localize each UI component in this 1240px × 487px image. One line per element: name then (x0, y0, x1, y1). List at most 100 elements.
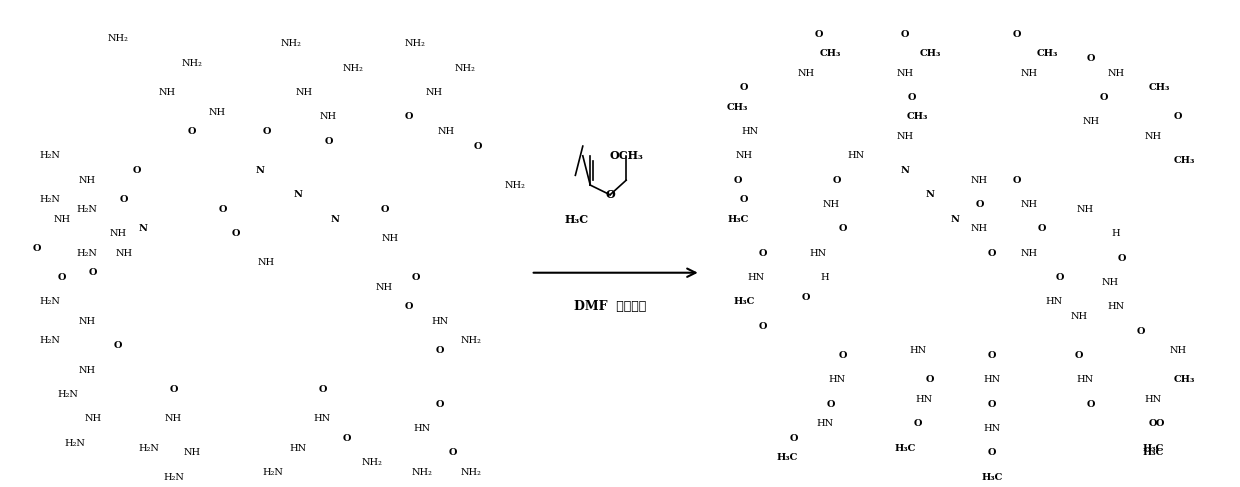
Text: O: O (802, 293, 810, 301)
Text: HN: HN (432, 317, 449, 326)
Text: O: O (901, 30, 909, 38)
Text: NH₂: NH₂ (362, 458, 382, 467)
Text: O: O (908, 93, 915, 102)
Text: H₂N: H₂N (58, 390, 78, 399)
Text: HN: HN (413, 424, 430, 433)
Text: O: O (58, 273, 66, 282)
Text: HN: HN (983, 375, 1001, 384)
Text: O: O (1118, 254, 1126, 262)
Text: HN: HN (314, 414, 331, 423)
Text: NH: NH (109, 229, 126, 238)
Text: O: O (436, 400, 444, 409)
Text: O: O (436, 346, 444, 355)
Text: O: O (827, 400, 835, 409)
Text: NH: NH (425, 88, 443, 97)
Text: N: N (950, 215, 960, 224)
Text: O: O (449, 449, 456, 457)
Text: O: O (1137, 327, 1145, 336)
Text: O: O (1174, 112, 1182, 121)
Text: N: N (925, 190, 935, 199)
Text: NH: NH (165, 414, 182, 423)
Text: O: O (474, 142, 481, 150)
Text: H₃C: H₃C (727, 215, 749, 224)
Text: O: O (740, 195, 748, 204)
Text: HN: HN (1107, 302, 1125, 311)
Text: O: O (914, 419, 921, 428)
Text: NH₂: NH₂ (182, 59, 202, 68)
Text: OCH₃: OCH₃ (609, 150, 644, 161)
Text: NH: NH (797, 69, 815, 77)
Text: NH: NH (971, 225, 988, 233)
Text: NH: NH (971, 176, 988, 185)
Text: CH₃: CH₃ (1173, 156, 1195, 165)
Text: HN: HN (748, 273, 765, 282)
Text: NH₂: NH₂ (461, 337, 481, 345)
Text: NH: NH (53, 215, 71, 224)
Text: O: O (1013, 176, 1021, 185)
Text: NH: NH (84, 414, 102, 423)
Text: O: O (1056, 273, 1064, 282)
Text: NH: NH (159, 88, 176, 97)
Text: CH₃: CH₃ (727, 103, 749, 112)
Text: NH: NH (115, 249, 133, 258)
Text: NH: NH (1021, 69, 1038, 77)
Text: NH: NH (1070, 312, 1087, 321)
Text: O: O (120, 195, 128, 204)
Text: NH: NH (376, 283, 393, 292)
Text: NH: NH (735, 151, 753, 160)
Text: H₃C: H₃C (733, 298, 755, 306)
Text: NH: NH (1083, 117, 1100, 126)
Text: H₂N: H₂N (40, 195, 60, 204)
Text: HN: HN (289, 444, 306, 452)
Text: NH: NH (1107, 69, 1125, 77)
Text: O: O (89, 268, 97, 277)
Text: O: O (412, 273, 419, 282)
Text: O: O (232, 229, 239, 238)
Text: O: O (1149, 419, 1157, 428)
Text: H: H (821, 273, 828, 282)
Text: NH₂: NH₂ (461, 468, 481, 477)
Text: NH: NH (320, 112, 337, 121)
Text: CH₃: CH₃ (919, 49, 941, 58)
Text: N: N (330, 215, 340, 224)
Text: NH: NH (78, 176, 95, 185)
Text: H₂N: H₂N (139, 444, 159, 452)
Text: NH: NH (184, 449, 201, 457)
Text: H₃C: H₃C (564, 214, 589, 225)
Text: NH: NH (382, 234, 399, 243)
Text: O: O (790, 434, 797, 443)
Text: HN: HN (1145, 395, 1162, 404)
Text: NH₂: NH₂ (455, 64, 475, 73)
Text: O: O (605, 189, 615, 200)
Text: NH: NH (438, 127, 455, 136)
Text: O: O (263, 127, 270, 136)
Text: O: O (740, 83, 748, 92)
Text: NH: NH (1101, 278, 1118, 287)
Text: O: O (405, 302, 413, 311)
Text: O: O (343, 434, 351, 443)
Text: O: O (815, 30, 822, 38)
Text: O: O (839, 225, 847, 233)
Text: O: O (976, 200, 983, 209)
Text: HN: HN (909, 346, 926, 355)
Text: HN: HN (1045, 298, 1063, 306)
Text: NH₂: NH₂ (281, 39, 301, 48)
Text: HN: HN (742, 127, 759, 136)
Text: O: O (114, 341, 122, 350)
Text: O: O (988, 351, 996, 360)
Text: O: O (988, 449, 996, 457)
Text: NH₂: NH₂ (505, 181, 525, 189)
Text: H₂N: H₂N (40, 298, 60, 306)
Text: O: O (1038, 225, 1045, 233)
Text: CH₃: CH₃ (1037, 49, 1059, 58)
Text: NH₂: NH₂ (108, 35, 128, 43)
Text: N: N (138, 225, 148, 233)
Text: H: H (1112, 229, 1120, 238)
Text: NH: NH (258, 259, 275, 267)
Text: HN: HN (1076, 375, 1094, 384)
Text: NH: NH (1169, 346, 1187, 355)
Text: O: O (405, 112, 413, 121)
Text: CH₃: CH₃ (1148, 83, 1171, 92)
Text: HN: HN (847, 151, 864, 160)
Text: O: O (33, 244, 41, 253)
